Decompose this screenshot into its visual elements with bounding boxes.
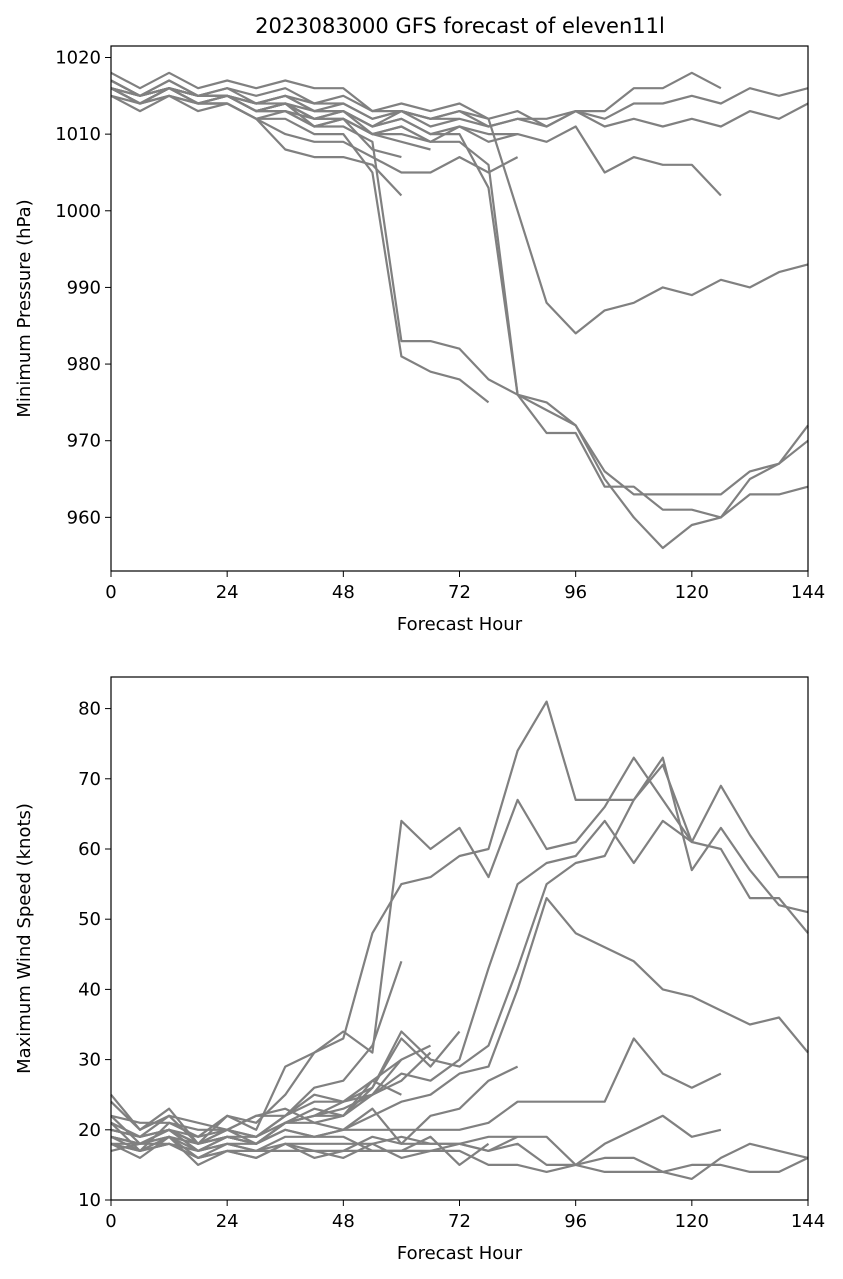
pressure-y-axis-label: Minimum Pressure (hPa) [14, 199, 35, 417]
wind-plot-frame [110, 676, 809, 1201]
pressure-x-tick-label: 144 [791, 582, 825, 603]
wind-panel: 0 24 48 72 96 120 144 10 20 30 40 50 60 70 80 Forecast … [14, 676, 825, 1264]
wind-series-line-5 [110, 756, 693, 1152]
pressure-x-tick-label: 96 [564, 582, 587, 603]
pressure-series-line-9 [110, 87, 490, 404]
wind-series-line-1 [110, 763, 808, 1131]
wind-y-tick-label: 20 [78, 1120, 101, 1141]
pressure-series-line-7 [110, 87, 809, 496]
wind-x-tick-label: 0 [105, 1211, 116, 1232]
wind-series-line-16 [110, 1058, 403, 1131]
pressure-x-tick-label: 72 [448, 582, 471, 603]
wind-y-axis-label: Maximum Wind Speed (knots) [14, 803, 35, 1074]
wind-series-line-18 [110, 1135, 519, 1166]
wind-x-axis-label: Forecast Hour [397, 1243, 523, 1264]
pressure-series-line-16 [110, 87, 460, 128]
wind-series-line-17 [110, 1128, 490, 1166]
pressure-x-axis-label: Forecast Hour [397, 614, 523, 635]
pressure-x-tick-label: 120 [675, 582, 709, 603]
pressure-y-tick-label: 990 [67, 277, 101, 298]
wind-y-tick-label: 40 [78, 979, 101, 1000]
pressure-series-line-1 [110, 71, 722, 128]
wind-series-line-3 [110, 897, 809, 1145]
pressure-panel: 0 24 48 72 96 120 144 960 970 980 990 1000 1010 1020 F… [14, 45, 825, 635]
wind-y-tick-label: 10 [78, 1190, 101, 1211]
wind-y-tick-label: 50 [78, 909, 101, 930]
pressure-series-line-11 [110, 87, 519, 174]
wind-series-line-12 [110, 1030, 461, 1152]
pressure-x-tick-label: 0 [105, 582, 116, 603]
wind-x-tick-label: 96 [564, 1211, 587, 1232]
wind-series-line-8 [110, 1142, 809, 1173]
chart-title: 2023083000 GFS forecast of eleven11l [255, 14, 665, 38]
wind-series-line-4 [110, 700, 809, 1145]
pressure-x-tick-label: 24 [216, 582, 239, 603]
pressure-y-tick-label: 960 [67, 507, 101, 528]
wind-x-tick-label: 48 [332, 1211, 355, 1232]
pressure-series-line-6 [110, 87, 809, 519]
wind-series-line-2 [110, 819, 809, 1145]
pressure-y-tick-label: 1020 [55, 47, 101, 68]
pressure-x-tick-label: 48 [332, 582, 355, 603]
pressure-series-line-5 [110, 79, 809, 335]
wind-y-tick-label: 80 [78, 699, 101, 720]
wind-x-tick-label: 24 [216, 1211, 239, 1232]
wind-x-tick-label: 120 [675, 1211, 709, 1232]
wind-y-tick-label: 30 [78, 1050, 101, 1071]
wind-x-tick-label: 72 [448, 1211, 471, 1232]
pressure-y-tick-label: 970 [67, 431, 101, 452]
pressure-y-tick-label: 980 [67, 354, 101, 375]
pressure-plot-frame [110, 45, 809, 572]
wind-series-line-13 [110, 1044, 431, 1145]
pressure-y-tick-label: 1000 [55, 201, 101, 222]
pressure-y-tick-label: 1010 [55, 124, 101, 145]
wind-x-tick-label: 144 [791, 1211, 825, 1232]
wind-y-tick-label: 60 [78, 839, 101, 860]
wind-y-tick-label: 70 [78, 769, 101, 790]
